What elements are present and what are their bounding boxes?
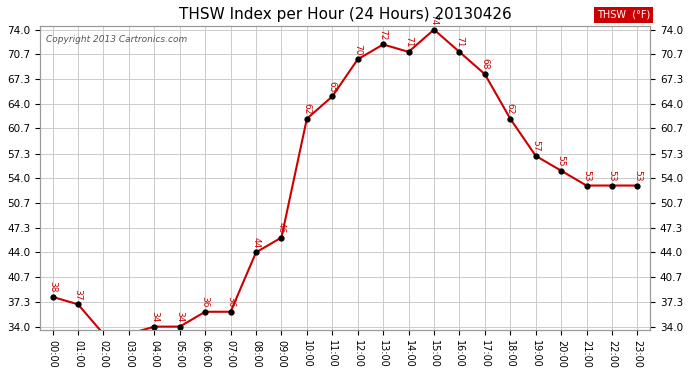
- Text: 34: 34: [150, 311, 159, 322]
- Text: Copyright 2013 Cartronics.com: Copyright 2013 Cartronics.com: [46, 35, 187, 44]
- Text: 53: 53: [607, 170, 616, 182]
- Text: 33: 33: [0, 374, 1, 375]
- Text: 33: 33: [0, 374, 1, 375]
- Text: 46: 46: [277, 222, 286, 233]
- Text: 53: 53: [582, 170, 591, 182]
- Text: 74: 74: [429, 14, 438, 26]
- Text: 57: 57: [531, 140, 540, 152]
- Text: 71: 71: [455, 36, 464, 48]
- Text: 37: 37: [74, 289, 83, 300]
- Text: 44: 44: [252, 237, 261, 248]
- Text: 71: 71: [404, 36, 413, 48]
- Text: 55: 55: [557, 155, 566, 166]
- Text: 65: 65: [328, 81, 337, 92]
- Title: THSW Index per Hour (24 Hours) 20130426: THSW Index per Hour (24 Hours) 20130426: [179, 7, 511, 22]
- Text: 53: 53: [633, 170, 642, 182]
- Text: 34: 34: [175, 311, 184, 322]
- Text: THSW  (°F): THSW (°F): [597, 10, 650, 20]
- Text: 68: 68: [480, 58, 489, 70]
- Text: 36: 36: [226, 296, 235, 307]
- Text: 36: 36: [201, 296, 210, 307]
- Text: 70: 70: [353, 44, 362, 55]
- Text: 38: 38: [48, 281, 57, 293]
- Text: 72: 72: [379, 29, 388, 40]
- Text: 62: 62: [506, 103, 515, 114]
- Text: 62: 62: [302, 103, 311, 114]
